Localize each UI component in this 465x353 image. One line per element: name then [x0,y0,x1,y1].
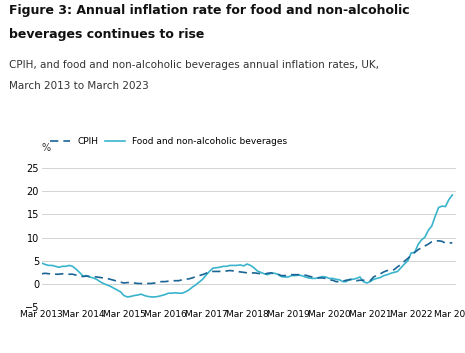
Text: March 2013 to March 2023: March 2013 to March 2023 [9,81,149,91]
Text: beverages continues to rise: beverages continues to rise [9,28,205,41]
Legend: CPIH, Food and non-alcoholic beverages: CPIH, Food and non-alcoholic beverages [46,134,291,150]
Text: Figure 3: Annual inflation rate for food and non-alcoholic: Figure 3: Annual inflation rate for food… [9,4,410,17]
Text: CPIH, and food and non-alcoholic beverages annual inflation rates, UK,: CPIH, and food and non-alcoholic beverag… [9,60,379,70]
Text: %: % [42,143,51,153]
